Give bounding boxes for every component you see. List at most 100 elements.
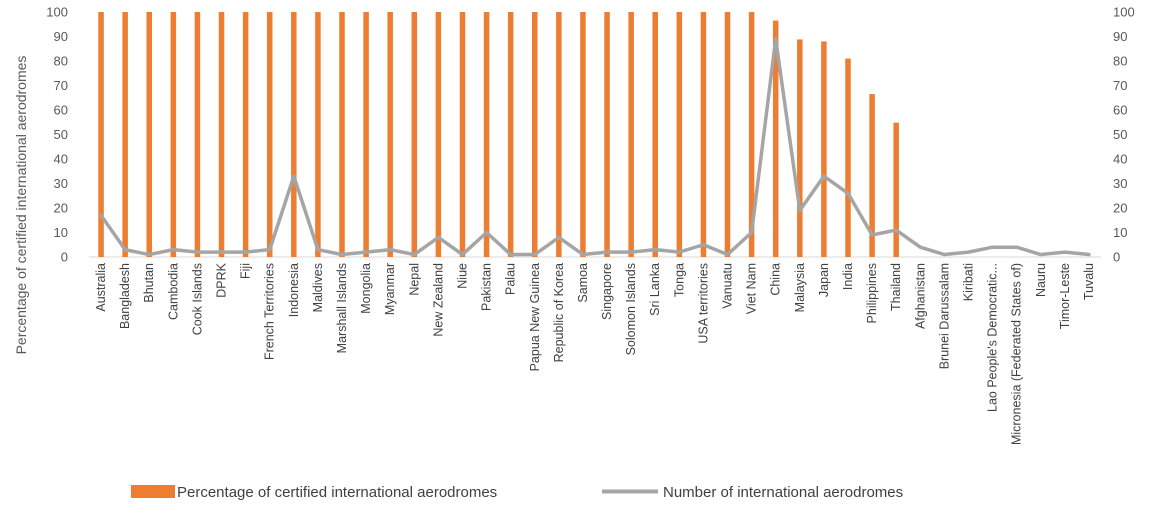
x-category-label: Timor-Leste — [1058, 263, 1072, 329]
bar — [580, 12, 586, 257]
x-category-label: Singapore — [600, 263, 614, 320]
y-right-tick-label: 50 — [1113, 127, 1127, 142]
x-category-label: Nepal — [407, 263, 421, 296]
bar — [170, 12, 177, 257]
x-category-label: Niue — [455, 263, 469, 289]
y-right-tick-label: 20 — [1113, 201, 1127, 216]
x-category-label: Republic of Korea — [552, 263, 566, 362]
bar-series — [98, 12, 899, 258]
bar — [556, 12, 562, 257]
y-left-tick-label: 20 — [54, 201, 68, 216]
x-category-label: Philippines — [865, 263, 879, 323]
line-series — [99, 37, 1091, 257]
bar — [507, 12, 514, 257]
x-category-label: Maldives — [311, 263, 325, 312]
bar — [122, 12, 128, 257]
x-category-label: Fiji — [239, 263, 253, 279]
bar — [266, 12, 273, 257]
y-left-tick-label: 40 — [54, 152, 68, 167]
y-right-tick-label: 60 — [1113, 103, 1127, 118]
x-category-label: Nauru — [1034, 263, 1048, 297]
x-category-label: Marshall Islands — [335, 263, 349, 353]
y-right-tick-label: 100 — [1113, 5, 1135, 20]
legend-label-bar: Percentage of certified international ae… — [177, 484, 497, 501]
y-left-tick-label: 30 — [54, 176, 68, 191]
y-right-tick-label: 10 — [1113, 225, 1127, 240]
bar — [676, 12, 683, 257]
y-left-tick-label: 0 — [61, 250, 68, 265]
y-left-tick-label: 10 — [54, 225, 68, 240]
bar — [194, 12, 201, 257]
x-category-label: USA territories — [696, 263, 710, 344]
x-category-label: French Territories — [263, 263, 277, 360]
bar — [724, 12, 731, 257]
x-category-label: New Zealand — [431, 263, 445, 337]
x-category-label: Papua New Guinea — [528, 263, 542, 371]
bar — [797, 39, 803, 257]
x-category-label: Vanuatu — [721, 263, 735, 309]
y-axis-left-ticks: 0 10 20 30 40 50 60 70 80 90 100 — [46, 5, 68, 265]
x-category-label: Bangladesh — [118, 263, 132, 329]
bar — [218, 12, 225, 257]
bar — [339, 12, 345, 257]
bar — [893, 122, 899, 258]
x-category-label: Indonesia — [287, 263, 301, 317]
x-category-label: China — [769, 263, 783, 296]
bar — [435, 12, 442, 257]
y-left-tick-label: 90 — [54, 29, 68, 44]
x-category-label: Myanmar — [383, 263, 397, 315]
x-category-label: Pakistan — [480, 263, 494, 311]
bar — [772, 20, 779, 257]
bar — [652, 12, 658, 257]
x-category-label: Solomon Islands — [624, 263, 638, 355]
x-category-label: Tuvalu — [1082, 263, 1096, 300]
y-right-tick-label: 90 — [1113, 29, 1127, 44]
x-category-label: Sri Lanka — [648, 263, 662, 316]
bar — [845, 58, 851, 257]
y-left-tick-label: 100 — [46, 5, 68, 20]
bar — [411, 12, 418, 257]
x-category-label: Kiribati — [961, 263, 975, 301]
legend-swatch-bar — [131, 485, 175, 498]
y-right-tick-label: 0 — [1113, 250, 1120, 265]
bar — [821, 41, 827, 258]
y-right-tick-label: 80 — [1113, 54, 1127, 69]
x-category-label: Micronesia (Federated States of) — [1010, 263, 1024, 445]
y-axis-title: Percentage of certified international ae… — [13, 56, 29, 355]
x-category-label: Afghanistan — [913, 263, 927, 329]
x-category-label: Australia — [94, 263, 108, 312]
bar — [242, 12, 249, 257]
bar — [869, 94, 875, 257]
y-left-tick-label: 70 — [54, 78, 68, 93]
bar — [748, 12, 755, 257]
bar — [604, 12, 610, 257]
bar — [98, 12, 104, 257]
legend-label-line: Number of international aerodromes — [663, 484, 903, 501]
bar — [483, 12, 490, 257]
bar — [146, 12, 152, 257]
bar — [291, 12, 297, 257]
x-category-label: Thailand — [889, 263, 903, 311]
legend: Percentage of certified international ae… — [131, 484, 903, 501]
x-category-label: DPRK — [215, 262, 229, 297]
bar — [459, 12, 466, 257]
y-right-tick-label: 70 — [1113, 78, 1127, 93]
x-category-label: Japan — [817, 263, 831, 297]
x-category-label: Brunei Darussalam — [937, 263, 951, 369]
bar — [700, 12, 707, 257]
x-category-label: Malaysia — [793, 263, 807, 312]
y-left-tick-label: 60 — [54, 103, 68, 118]
y-axis-right-ticks: 0 10 20 30 40 50 60 70 80 90 100 — [1113, 5, 1135, 265]
y-left-tick-label: 80 — [54, 54, 68, 69]
x-category-label: Lao People's Democratic... — [986, 263, 1000, 412]
x-category-label: Tonga — [672, 263, 686, 297]
bar — [387, 12, 393, 257]
y-left-tick-label: 50 — [54, 127, 68, 142]
y-right-tick-label: 30 — [1113, 176, 1127, 191]
x-category-label: Samoa — [576, 263, 590, 303]
x-category-label: India — [841, 263, 855, 290]
bar — [532, 12, 538, 257]
x-category-label: Palau — [504, 263, 518, 295]
